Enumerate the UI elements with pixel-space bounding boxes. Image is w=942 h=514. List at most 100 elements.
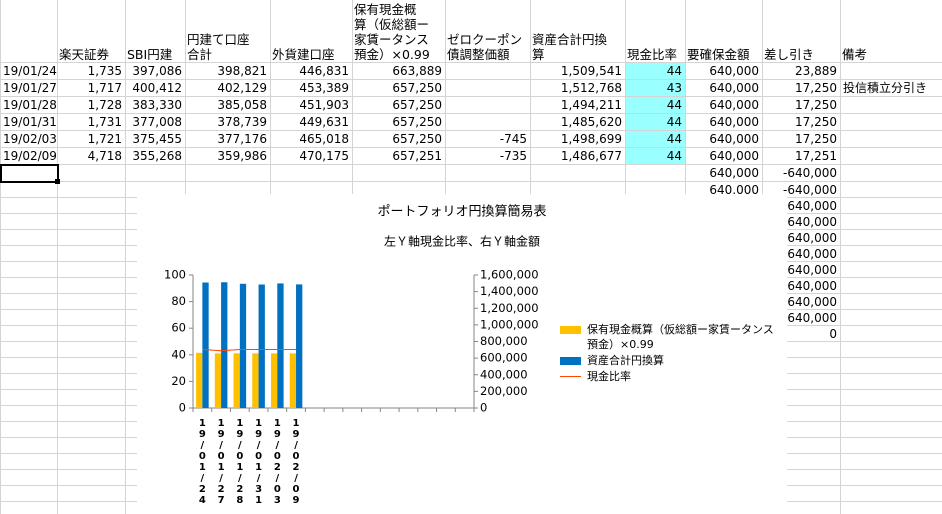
cell: -640,000 bbox=[783, 263, 837, 277]
header-label: 合計 bbox=[187, 47, 213, 62]
header-label: 保有現金概 bbox=[354, 2, 417, 17]
cell: 465,018 bbox=[299, 132, 349, 146]
y2-tick-label: 600,000 bbox=[480, 351, 528, 365]
cell: 1,485,620 bbox=[560, 115, 622, 129]
cell: 402,129 bbox=[217, 81, 267, 95]
header-label: 現金比率 bbox=[627, 47, 678, 62]
cell: -640,000 bbox=[783, 247, 837, 261]
cell: 19/01/24 bbox=[3, 64, 57, 78]
cell: -640,000 bbox=[783, 279, 837, 293]
cell: 453,389 bbox=[299, 81, 349, 95]
cell: 640,000 bbox=[709, 166, 759, 180]
cell: 17,250 bbox=[795, 132, 837, 146]
cell: 1,717 bbox=[87, 81, 122, 95]
cell: 451,903 bbox=[299, 98, 349, 112]
cell: 640,000 bbox=[709, 183, 759, 197]
cell: -640,000 bbox=[783, 295, 837, 309]
selected-cell[interactable] bbox=[0, 164, 59, 183]
cell: 657,251 bbox=[392, 149, 442, 163]
cell: 1,509,541 bbox=[560, 64, 622, 78]
cell: 1,494,211 bbox=[560, 98, 622, 112]
cell: 17,250 bbox=[795, 115, 837, 129]
bar bbox=[271, 353, 278, 408]
fill-handle[interactable] bbox=[55, 179, 60, 184]
header-label: 債調整価額 bbox=[447, 47, 510, 62]
cell: 355,268 bbox=[132, 149, 182, 163]
legend-label: 現金比率 bbox=[587, 370, 631, 383]
ratio-highlight bbox=[626, 114, 685, 130]
cell: 400,412 bbox=[132, 81, 182, 95]
header-label: 預金）×0.99 bbox=[354, 47, 430, 62]
bar bbox=[221, 282, 228, 408]
cell: -640,000 bbox=[783, 231, 837, 245]
bar bbox=[233, 353, 240, 408]
ratio-highlight bbox=[626, 80, 685, 96]
cell: 44 bbox=[666, 98, 682, 112]
cell: 378,739 bbox=[217, 115, 267, 129]
bar bbox=[202, 282, 209, 408]
cell: 657,250 bbox=[392, 81, 442, 95]
cell: 640,000 bbox=[709, 115, 759, 129]
ratio-highlight bbox=[626, 63, 685, 79]
cell: 44 bbox=[666, 64, 682, 78]
cell: 投信積立分引き bbox=[843, 81, 928, 95]
cell: 377,176 bbox=[217, 132, 267, 146]
cell: -735 bbox=[499, 149, 527, 163]
bar bbox=[258, 284, 265, 408]
cell: -640,000 bbox=[783, 183, 837, 197]
header-label: 外貨建口座 bbox=[272, 47, 335, 62]
bar bbox=[239, 283, 247, 408]
cell: 1,486,677 bbox=[560, 149, 622, 163]
header-label: 差し引き bbox=[764, 47, 815, 62]
cell: 44 bbox=[666, 132, 682, 146]
legend-swatch bbox=[560, 376, 581, 377]
cell: 1,512,768 bbox=[560, 81, 622, 95]
x-tick-label: 19/02/09 bbox=[291, 418, 302, 506]
header-label: 備考 bbox=[842, 47, 868, 62]
header-label: 家賃ータンス bbox=[354, 32, 429, 47]
cell: -640,000 bbox=[783, 311, 837, 325]
x-tick-label: 19/01/31 bbox=[253, 418, 264, 506]
bar bbox=[214, 353, 222, 408]
legend-label: 保有現金概算（仮総額ー家賃ータンス預金）×0.99 bbox=[587, 323, 774, 351]
bar bbox=[296, 284, 303, 408]
bar bbox=[277, 283, 284, 408]
cell: 663,889 bbox=[392, 64, 442, 78]
bar bbox=[196, 352, 203, 408]
header-label: ゼロクーポン bbox=[447, 32, 523, 47]
y-tick-label: 0 bbox=[179, 401, 186, 415]
x-tick-label: 19/01/28 bbox=[234, 418, 245, 506]
cell: 1,721 bbox=[87, 132, 122, 146]
cell: 19/02/09 bbox=[3, 149, 57, 163]
legend-swatch bbox=[560, 357, 581, 365]
cell: 17,250 bbox=[795, 81, 837, 95]
header-label: SBI円建 bbox=[127, 47, 173, 62]
header-label: 楽天証券 bbox=[59, 47, 110, 62]
cell: 397,086 bbox=[132, 64, 182, 78]
cell: 19/01/27 bbox=[3, 81, 57, 95]
cell: 640,000 bbox=[709, 98, 759, 112]
header-label: 資産合計円換 bbox=[532, 32, 608, 47]
cell: 19/01/31 bbox=[3, 115, 57, 129]
cell: 1,498,699 bbox=[560, 132, 622, 146]
x-tick-label: 19/02/03 bbox=[272, 418, 283, 506]
cell: 657,250 bbox=[392, 98, 442, 112]
y-tick-label: 20 bbox=[171, 374, 186, 388]
cell: -745 bbox=[499, 132, 527, 146]
y2-tick-label: 1,000,000 bbox=[480, 317, 539, 331]
cell: 44 bbox=[666, 115, 682, 129]
bar bbox=[252, 353, 259, 408]
cell: 1,731 bbox=[87, 115, 122, 129]
cell: 385,058 bbox=[217, 98, 267, 112]
cell: 640,000 bbox=[709, 132, 759, 146]
cell: 383,330 bbox=[132, 98, 182, 112]
chart[interactable]: ポートフォリオ円換算簡易表 左Ｙ軸現金比率、右Ｙ軸金額 0 20 40 60 80 100… bbox=[137, 194, 787, 514]
cell: 23,889 bbox=[795, 64, 837, 78]
ratio-highlight bbox=[626, 97, 685, 113]
chart-subtitle: 左Ｙ軸現金比率、右Ｙ軸金額 bbox=[384, 234, 540, 249]
cell: 1,728 bbox=[87, 98, 122, 112]
cell: 640,000 bbox=[709, 81, 759, 95]
bar bbox=[289, 353, 297, 408]
cell: 640,000 bbox=[709, 64, 759, 78]
